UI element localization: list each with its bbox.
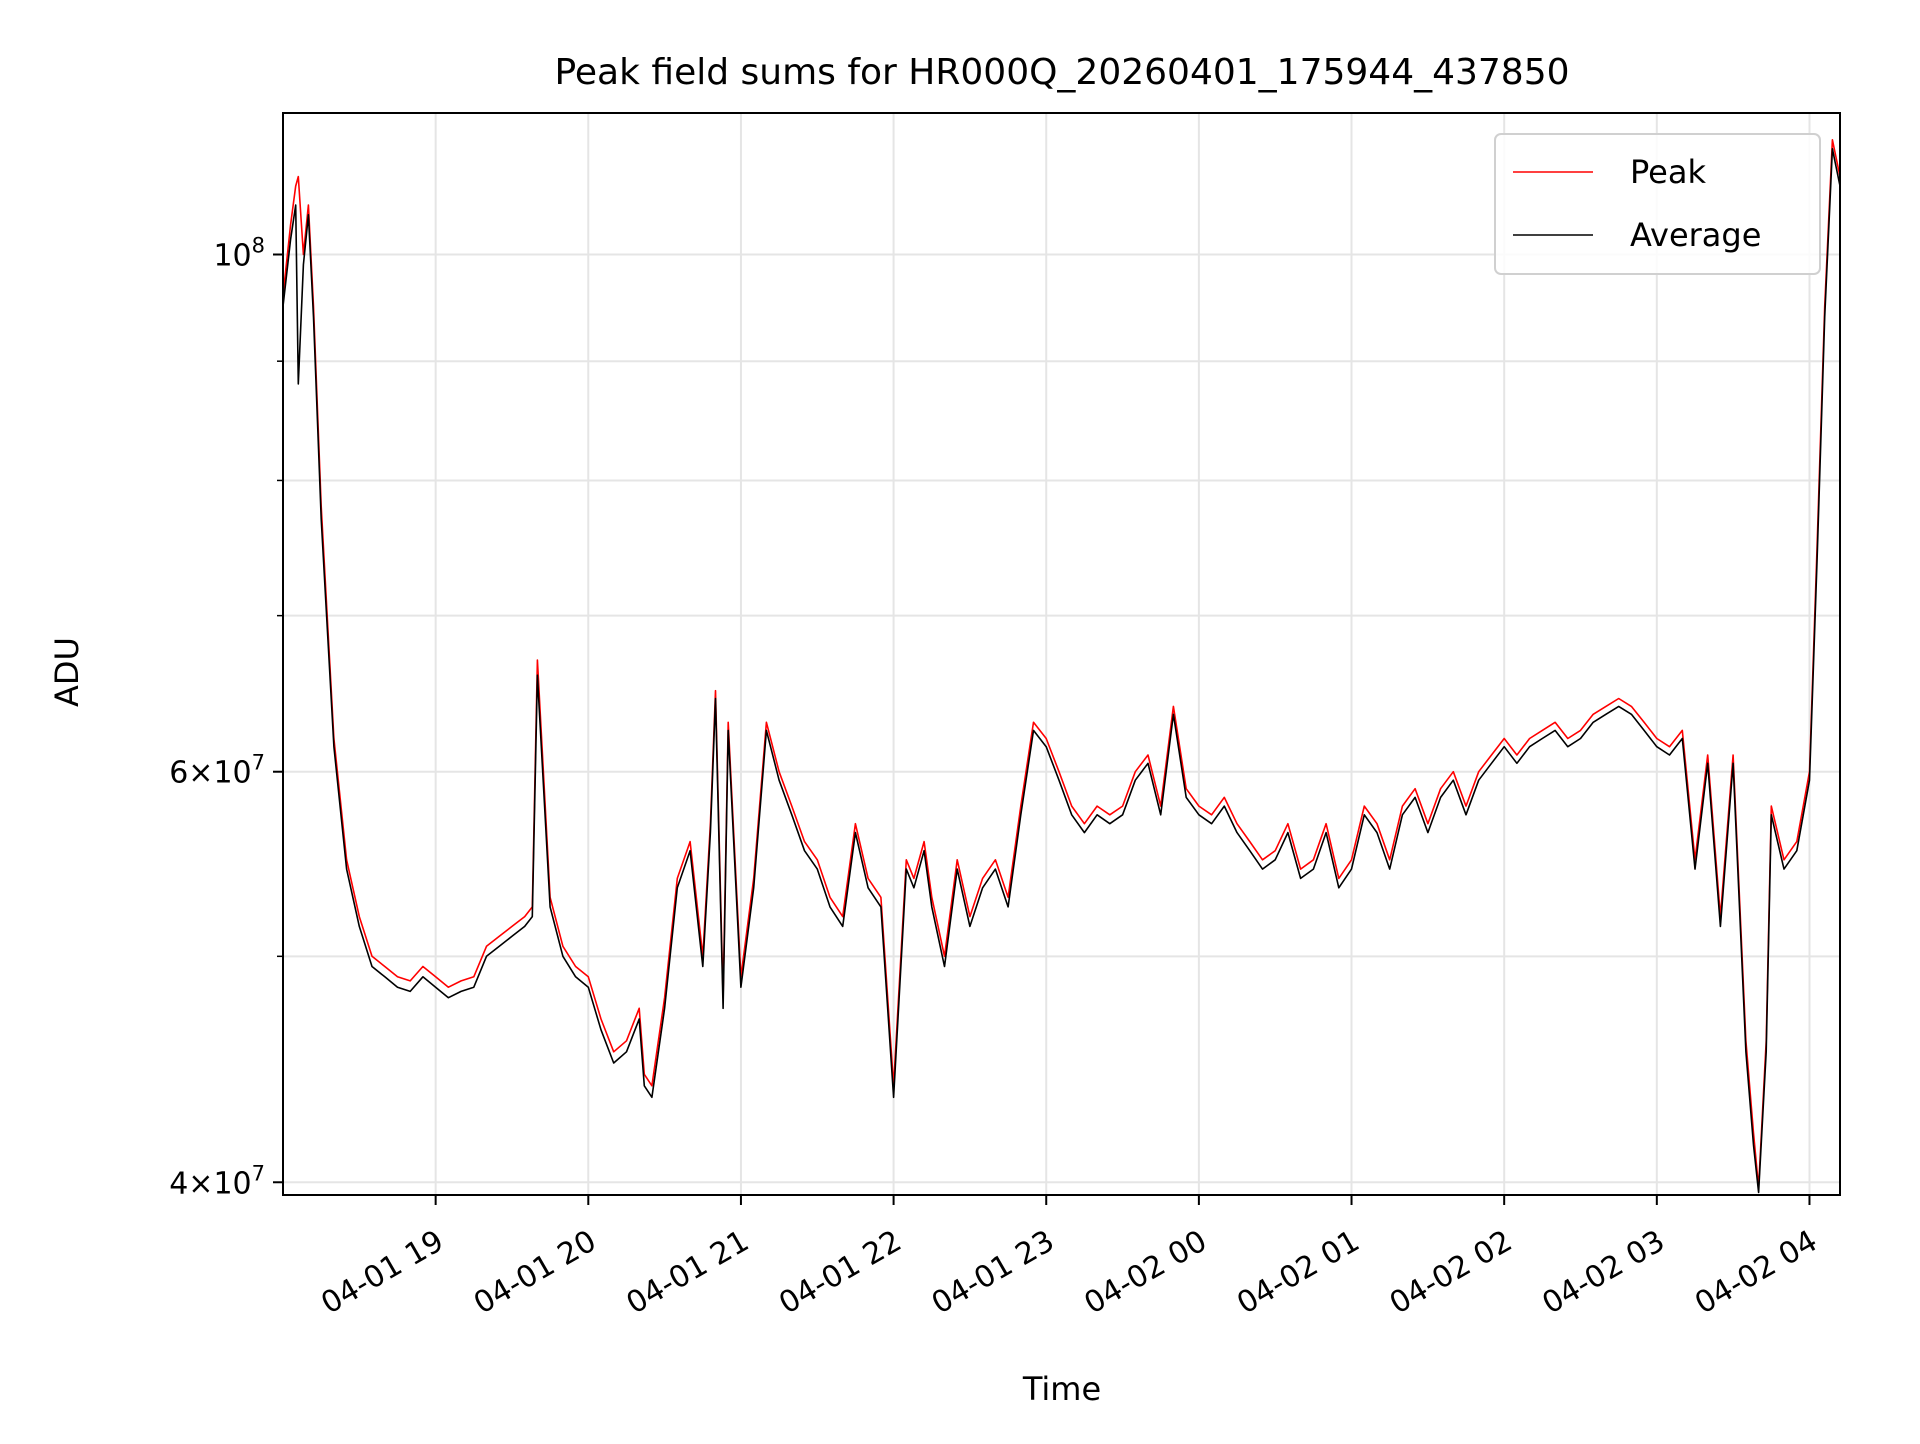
y-axis-label: ADU	[48, 637, 86, 707]
legend-label-peak: Peak	[1630, 153, 1706, 191]
chart-title: Peak field sums for HR000Q_20260401_1759…	[554, 52, 1569, 93]
x-axis-label: Time	[1022, 1370, 1101, 1408]
legend-box	[1494, 133, 1821, 275]
series-line-peak	[283, 139, 1840, 1189]
plot-area	[283, 139, 1840, 1194]
legend-label-average: Average	[1630, 216, 1761, 254]
legend: Peak Average	[1494, 133, 1821, 275]
series-line-average	[283, 148, 1840, 1194]
y-tick-label: 6×107	[169, 751, 265, 791]
y-tick-label: 108	[213, 234, 265, 274]
y-tick-label: 4×107	[169, 1161, 265, 1201]
plot-frame	[282, 112, 1841, 1196]
